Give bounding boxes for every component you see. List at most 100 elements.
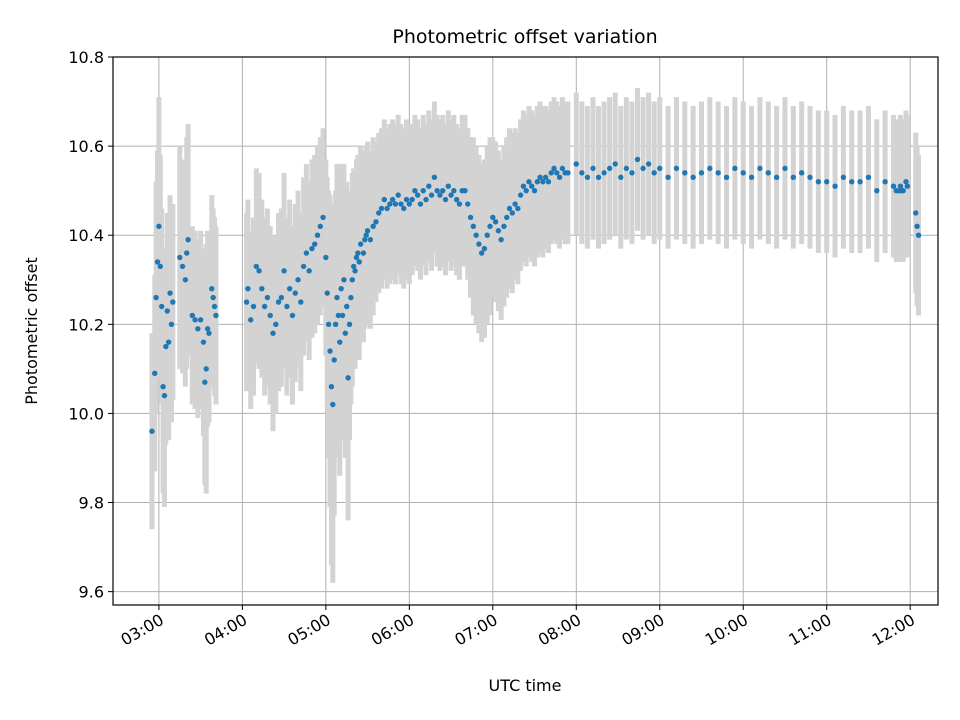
x-axis: 03:00 04:00 05:00 06:00 07:00 08:00 09:00 10:00… <box>117 605 918 650</box>
data-point <box>387 201 393 207</box>
data-point <box>698 170 705 176</box>
data-point <box>160 383 166 390</box>
data-point <box>481 245 488 252</box>
data-point <box>406 201 413 207</box>
data-point <box>476 241 482 247</box>
data-point <box>203 366 209 372</box>
data-point <box>179 263 186 270</box>
plot-frame <box>112 56 939 606</box>
data-point <box>707 165 713 172</box>
data-point <box>623 165 630 172</box>
data-point <box>328 383 335 390</box>
data-point <box>292 290 298 296</box>
data-point <box>261 303 268 310</box>
data-point <box>428 192 435 198</box>
data-point <box>732 165 738 172</box>
data-point <box>210 294 216 301</box>
data-point <box>515 205 521 212</box>
data-point <box>309 245 315 252</box>
data-point <box>367 236 374 243</box>
y-tick-label: 10.6 <box>68 137 104 156</box>
data-point <box>495 228 502 234</box>
data-point <box>412 187 418 194</box>
y-tick-label: 9.8 <box>79 494 104 513</box>
data-point <box>417 201 424 207</box>
data-point <box>904 183 911 189</box>
data-point <box>362 236 368 243</box>
data-point <box>824 179 830 185</box>
data-point <box>673 165 680 172</box>
x-tick-label: 09:00 <box>618 610 667 650</box>
data-point <box>645 161 652 167</box>
data-point <box>200 339 207 345</box>
data-point <box>320 214 326 221</box>
data-point <box>548 170 554 176</box>
data-point <box>161 392 168 399</box>
data-point <box>606 165 613 172</box>
data-point <box>807 174 813 180</box>
x-tick-label: 05:00 <box>284 610 333 650</box>
data-point <box>857 179 863 185</box>
data-point <box>740 170 746 176</box>
data-point <box>423 196 429 203</box>
data-point <box>509 210 515 216</box>
data-point <box>278 294 285 301</box>
data-point <box>773 174 780 180</box>
data-point <box>163 343 169 350</box>
data-point <box>914 223 920 230</box>
data-point <box>332 321 339 328</box>
data-point <box>473 232 479 238</box>
data-point <box>451 187 457 194</box>
data-point <box>149 428 155 434</box>
data-point <box>164 308 170 314</box>
data-point <box>590 165 596 172</box>
data-point <box>913 210 919 216</box>
data-point <box>350 263 357 270</box>
data-point <box>281 268 287 274</box>
data-point <box>900 187 906 194</box>
data-point <box>815 179 822 185</box>
data-point <box>370 223 376 230</box>
data-point <box>346 321 353 328</box>
data-point <box>798 170 805 176</box>
data-point <box>357 241 364 247</box>
data-point <box>264 294 271 301</box>
data-point <box>551 165 557 172</box>
data-point <box>177 254 183 261</box>
x-tick-label: 12:00 <box>869 610 918 650</box>
data-point <box>284 303 290 310</box>
data-point <box>378 205 385 212</box>
data-point <box>189 312 196 319</box>
data-point <box>335 312 342 319</box>
data-point <box>409 196 415 203</box>
data-point <box>344 303 350 310</box>
data-point <box>470 223 477 230</box>
data-point <box>445 183 451 189</box>
data-point <box>303 250 310 256</box>
data-point <box>437 192 443 198</box>
data-point <box>849 179 855 185</box>
data-point <box>195 326 201 332</box>
data-point <box>565 170 571 176</box>
data-point <box>338 285 344 292</box>
data-point <box>531 187 538 194</box>
data-point <box>170 299 176 305</box>
data-point <box>324 290 330 296</box>
x-tick-label: 11:00 <box>785 610 834 650</box>
data-point <box>185 236 191 243</box>
data-point <box>373 219 379 225</box>
x-tick-label: 04:00 <box>201 610 250 650</box>
data-point <box>520 183 527 189</box>
data-point <box>414 192 421 198</box>
data-point <box>298 299 304 305</box>
y-tick-label: 9.6 <box>79 583 104 602</box>
data-point <box>337 339 343 345</box>
data-point <box>537 174 543 180</box>
data-point <box>342 330 349 336</box>
data-point <box>690 174 696 180</box>
data-point <box>334 294 340 301</box>
data-point <box>154 259 161 265</box>
data-point <box>534 179 541 185</box>
data-point <box>213 312 219 319</box>
data-point <box>355 250 361 256</box>
